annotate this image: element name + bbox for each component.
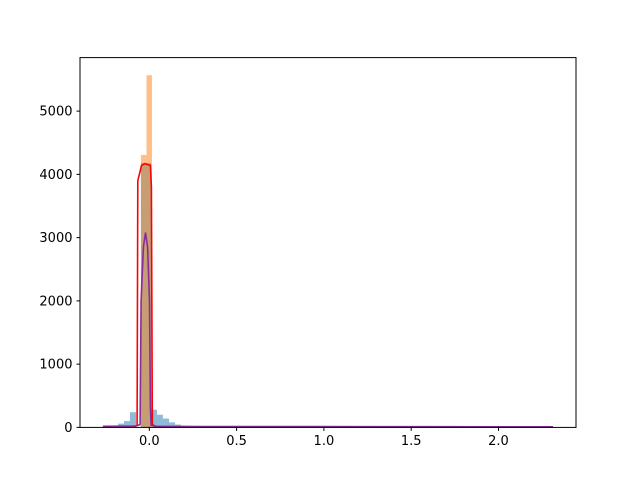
histogram-blue-bar xyxy=(169,422,175,428)
y-tick-label: 2000 xyxy=(39,294,72,309)
y-tick-label: 3000 xyxy=(39,231,72,246)
histogram-orange-bar xyxy=(146,75,152,428)
x-tick-label: 1.5 xyxy=(401,434,422,449)
x-tick-label: 1.0 xyxy=(314,434,335,449)
histogram-blue-bar xyxy=(156,414,163,428)
y-tick-label: 1000 xyxy=(39,358,72,373)
x-tick-label: 0.0 xyxy=(139,434,160,449)
histogram-blue-bar xyxy=(162,418,170,428)
histogram-blue-bar xyxy=(123,421,130,428)
kde-purple-line xyxy=(102,232,554,428)
y-tick-label: 4000 xyxy=(39,168,72,183)
histogram-blue-bar xyxy=(129,412,137,428)
plot-border xyxy=(79,57,577,428)
y-tick-label: 5000 xyxy=(39,105,72,120)
y-tick-label: 0 xyxy=(64,421,72,436)
x-tick-label: 2.0 xyxy=(488,434,509,449)
x-tick-label: 0.5 xyxy=(226,434,247,449)
histogram-blue-bar xyxy=(151,409,157,428)
plot-area xyxy=(80,57,576,428)
histogram-orange-bar xyxy=(140,155,147,428)
